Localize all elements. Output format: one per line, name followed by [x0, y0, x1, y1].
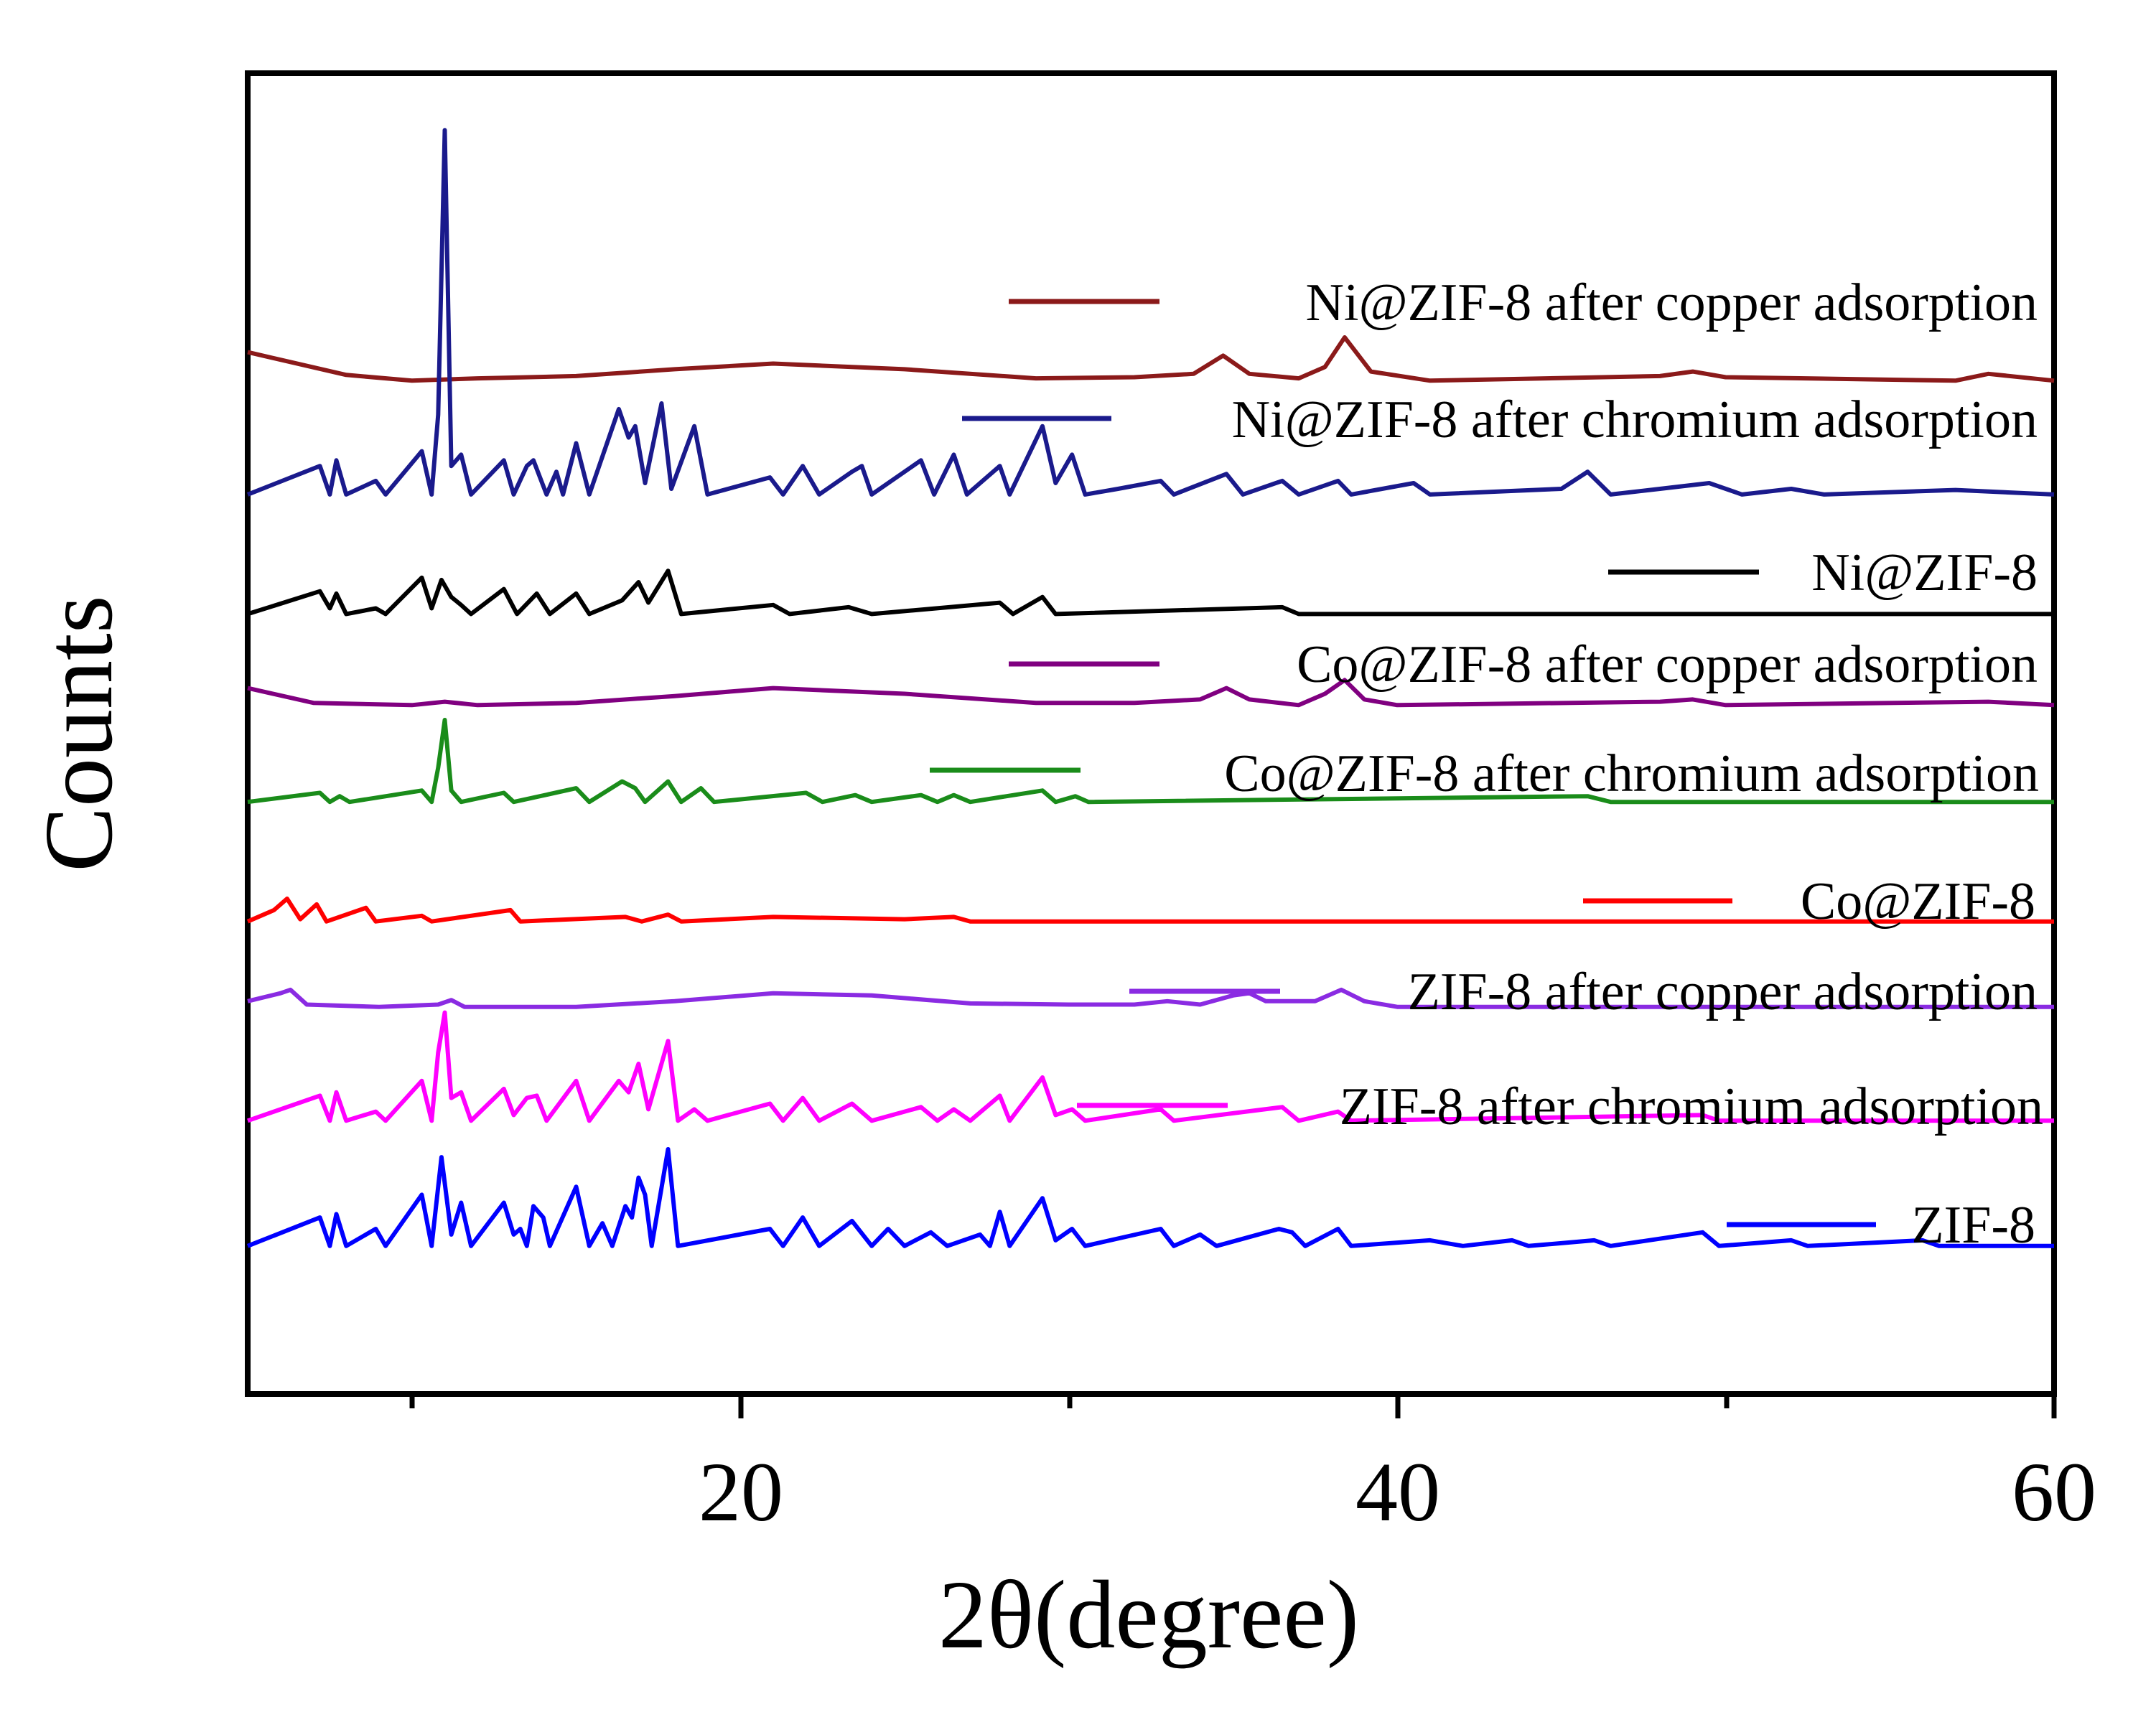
x-tick-label-20: 20 — [699, 1445, 783, 1539]
legend-entry-zif-cu: ZIF-8 after copper adsorption — [1129, 963, 2038, 1021]
legend-label-co-cu: Co@ZIF-8 after copper adsorption — [1297, 635, 2038, 694]
x-major-tick-group — [738, 1394, 2057, 1418]
legend-entry-zif: ZIF-8 — [1727, 1196, 2035, 1255]
legend-label-ni-cr: Ni@ZIF-8 after chromium adsorption — [1232, 390, 2038, 449]
series-line-8 — [246, 1147, 2054, 1248]
legend-entry-co: Co@ZIF-8 — [1583, 872, 2035, 931]
legend-entry-ni-cu: Ni@ZIF-8 after copper adsorption — [1009, 273, 2038, 332]
legend-entry-co-cr: Co@ZIF-8 after chromium adsorption — [930, 744, 2039, 803]
y-axis-title: Counts — [25, 595, 133, 871]
series-line-2 — [247, 569, 2054, 617]
legend-entry-co-cu: Co@ZIF-8 after copper adsorption — [1009, 635, 2038, 694]
legend-entry-zif-cr: ZIF-8 after chromium adsorption — [1077, 1077, 2043, 1136]
x-tick-label-40: 40 — [1355, 1445, 1440, 1539]
series-layer — [246, 128, 2055, 1248]
legend-label-co: Co@ZIF-8 — [1801, 872, 2035, 931]
legend-label-ni: Ni@ZIF-8 — [1811, 543, 2038, 602]
legend-entry-ni-cr: Ni@ZIF-8 after chromium adsorption — [962, 390, 2038, 449]
series-line-7 — [247, 1010, 2054, 1123]
legend: Ni@ZIF-8 after copper adsorption Ni@ZIF-… — [930, 273, 2043, 1255]
x-tick-label-60: 60 — [2012, 1445, 2096, 1539]
legend-label-ni-cu: Ni@ZIF-8 after copper adsorption — [1305, 273, 2038, 332]
series-line-4 — [247, 718, 2054, 805]
x-axis-title: 2θ(degree) — [938, 1561, 1359, 1669]
series-line-0 — [247, 335, 2055, 383]
legend-label-zif: ZIF-8 — [1911, 1196, 2035, 1255]
legend-label-co-cr: Co@ZIF-8 after chromium adsorption — [1224, 744, 2039, 803]
x-minor-tick-group — [409, 1394, 1730, 1408]
legend-entry-ni: Ni@ZIF-8 — [1608, 543, 2038, 602]
legend-label-zif-cr: ZIF-8 after chromium adsorption — [1340, 1077, 2043, 1136]
series-line-6 — [247, 987, 2054, 1009]
legend-label-zif-cu: ZIF-8 after copper adsorption — [1408, 963, 2038, 1021]
series-line-3 — [247, 678, 2055, 708]
series-line-1 — [246, 128, 2055, 497]
series-line-5 — [246, 897, 2054, 924]
plot-frame — [245, 70, 2057, 1397]
